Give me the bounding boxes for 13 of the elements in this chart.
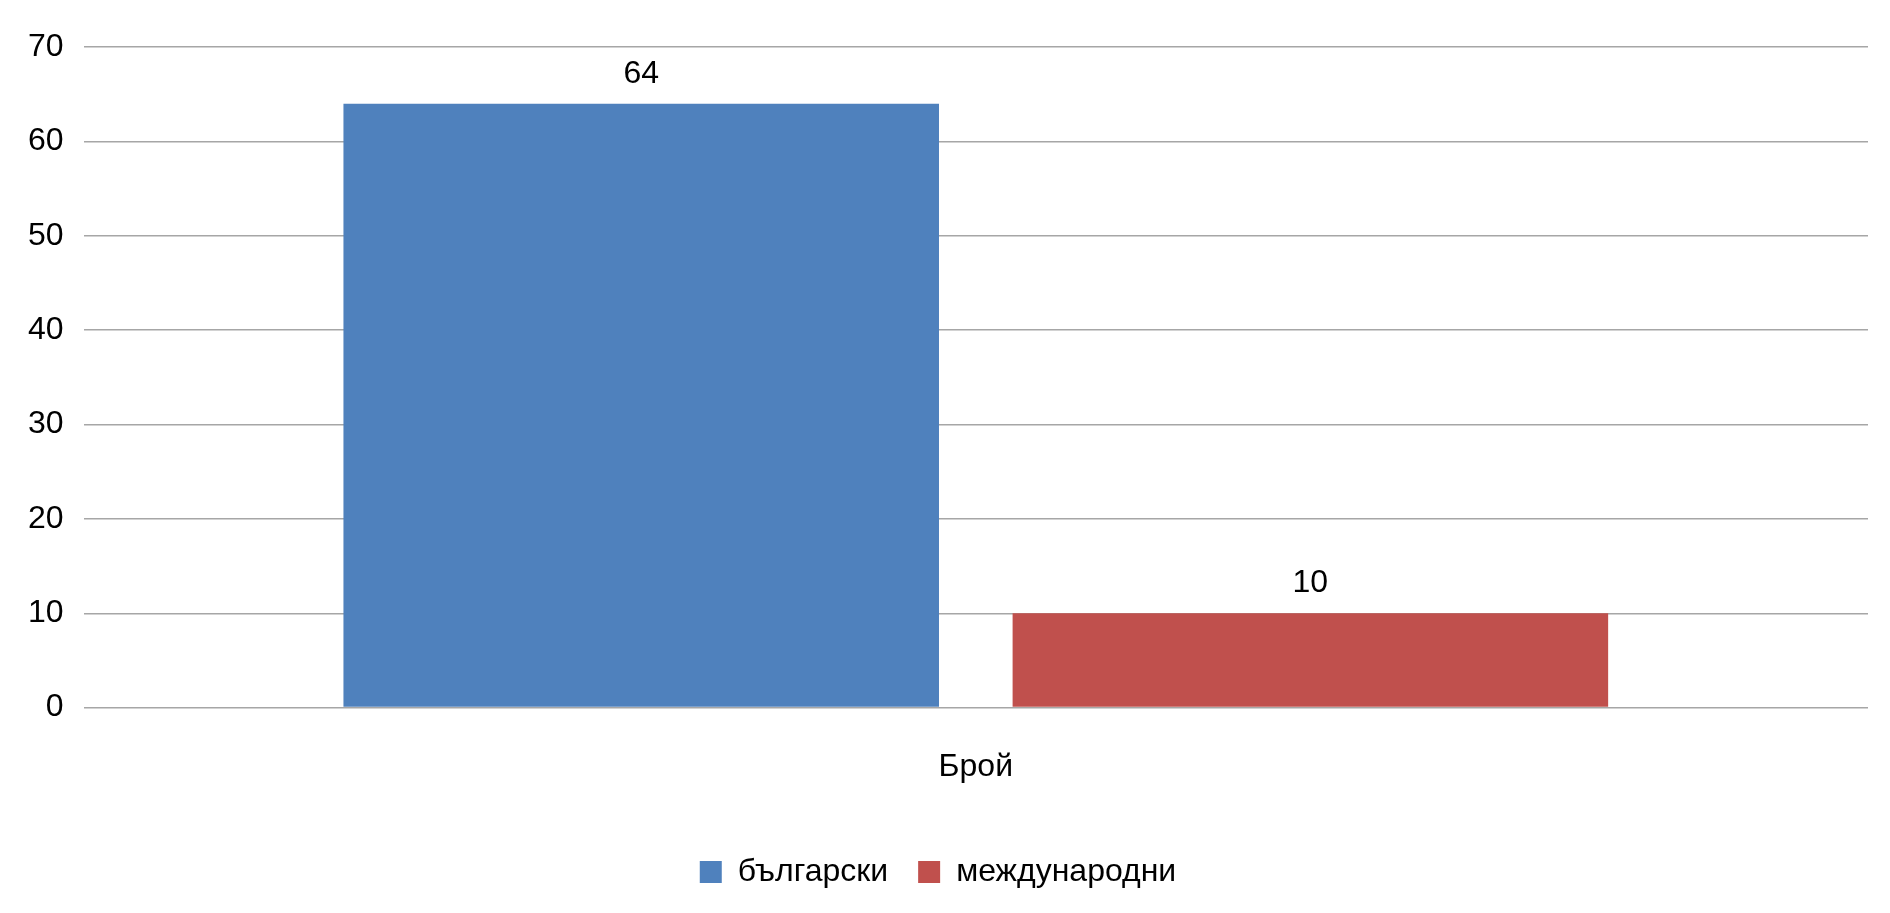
y-tick-label: 0 [45, 687, 64, 724]
legend-label: български [737, 851, 889, 888]
data-label: 64 [623, 53, 660, 90]
y-tick-label: 40 [28, 310, 64, 347]
y-tick-label: 30 [28, 404, 64, 441]
legend-label: международни [956, 851, 1177, 888]
x-tick-label: Брой [938, 746, 1014, 783]
data-label: 10 [1292, 563, 1329, 600]
y-tick-label: 70 [28, 27, 64, 64]
y-tick-label: 50 [28, 215, 64, 252]
y-tick-label: 20 [28, 498, 64, 535]
y-tick-label: 60 [28, 121, 64, 158]
y-tick-label: 10 [28, 593, 64, 630]
